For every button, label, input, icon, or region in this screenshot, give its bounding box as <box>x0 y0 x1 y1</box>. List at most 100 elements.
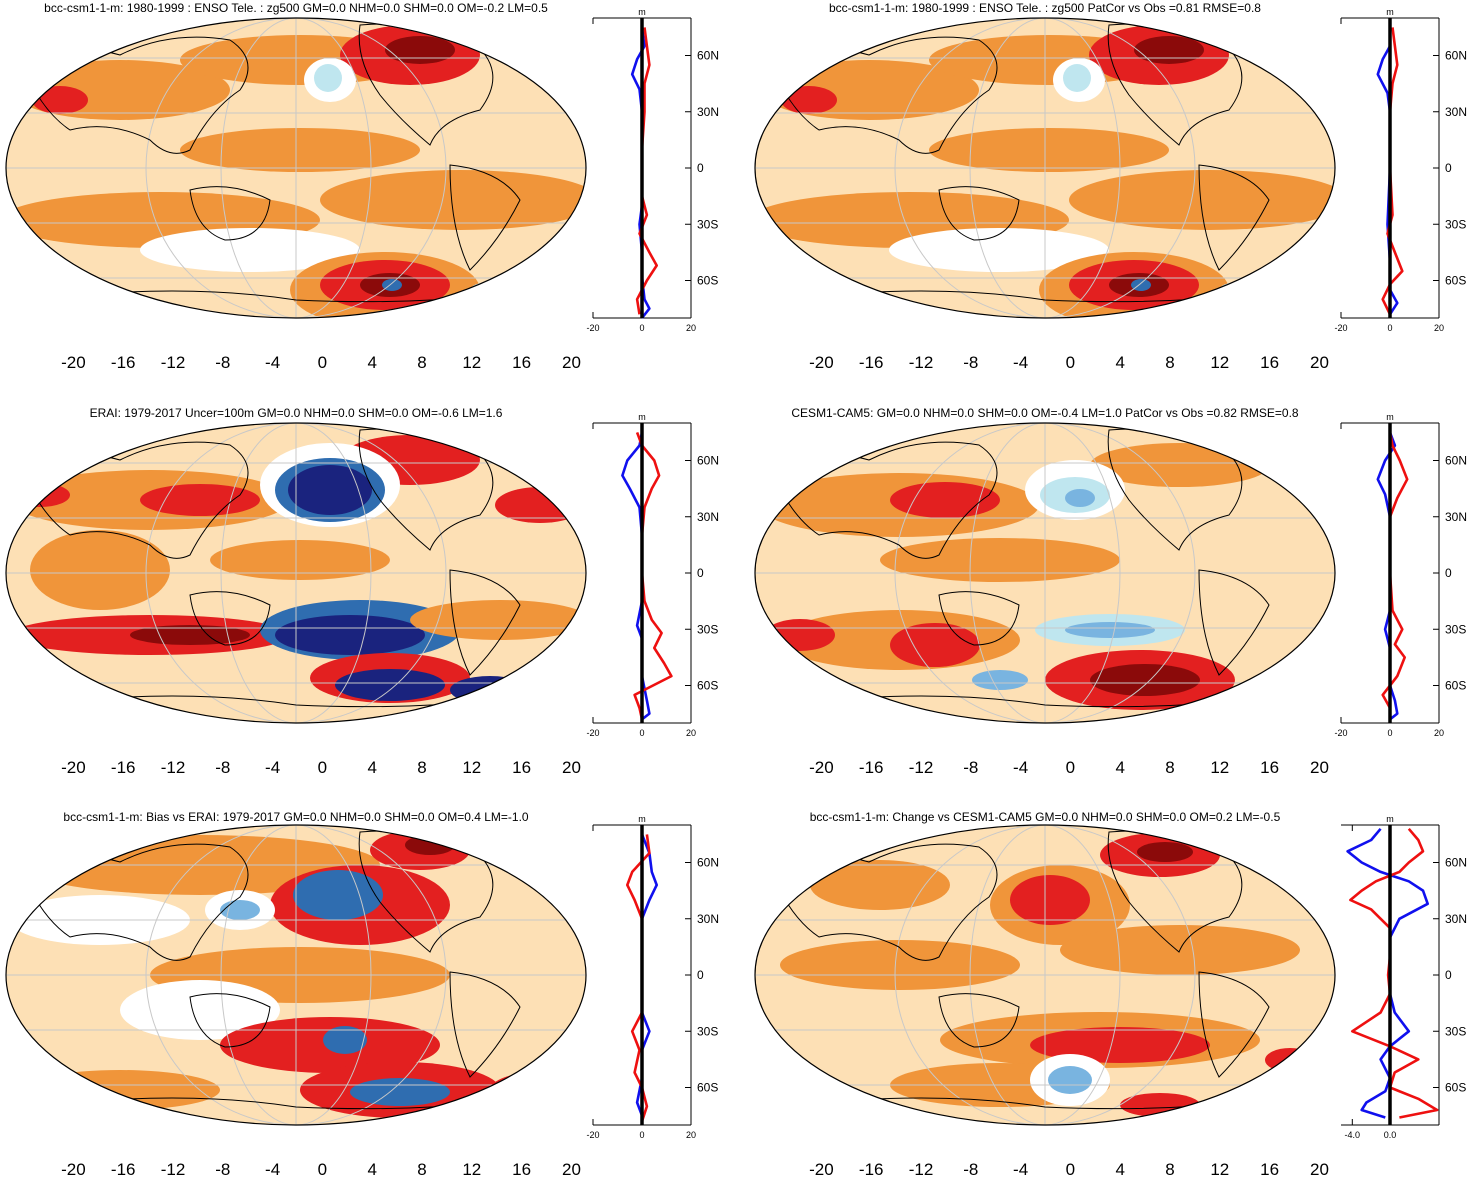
colorbar-tick-label: -12 <box>161 1160 186 1179</box>
graticule <box>969 825 1121 1125</box>
colorbar-tick-label: 16 <box>512 1160 531 1179</box>
colorbar-tick-label: 4 <box>367 353 376 372</box>
colorbar-tick-label: -4 <box>1013 758 1028 777</box>
profile-series-red <box>1349 827 1439 1119</box>
colorbar-tick-label: 20 <box>562 353 581 372</box>
graticule <box>894 18 1196 318</box>
map-border <box>5 824 587 1126</box>
continent-outline <box>189 993 271 1048</box>
colorbar-tick-label: 8 <box>417 1160 426 1179</box>
colorbar-tick-label: 4 <box>1115 1160 1124 1179</box>
colorbar-tick-label: -20 <box>809 1160 834 1179</box>
anomaly-blob <box>410 600 586 640</box>
colorbar-tick-label: 20 <box>562 758 581 777</box>
profile-x-tick-label: -4.0 <box>1345 1130 1361 1140</box>
anomaly-blob <box>1069 170 1335 230</box>
continent-outline <box>768 441 998 559</box>
continent-outline <box>768 36 998 154</box>
profile-lat-label: 60N <box>697 49 719 63</box>
panel-title: CESM1-CAM5: GM=0.0 NHM=0.0 SHM=0.0 OM=-0… <box>791 406 1299 420</box>
profile-unit-label: m <box>1386 412 1394 422</box>
panel-change-vs-cesm: bcc-csm1-1-m: Change vs CESM1-CAM5 GM=0.… <box>754 810 1467 1179</box>
graticule <box>894 825 1196 1125</box>
profile-series-blue <box>635 833 658 1122</box>
profile-lat-label: 30N <box>697 105 719 119</box>
anomaly-blob <box>470 282 510 298</box>
anomaly-blob <box>130 625 250 645</box>
panel-title: bcc-csm1-1-m: Change vs CESM1-CAM5 GM=0.… <box>810 810 1281 824</box>
colorbar-tick-label: -20 <box>61 1160 86 1179</box>
colorbar-tick-label: -4 <box>265 353 280 372</box>
colorbar-tick-label: 8 <box>417 353 426 372</box>
panel-bcc-model-vs-obs: bcc-csm1-1-m: 1980-1999 : ENSO Tele. : z… <box>754 1 1467 372</box>
colorbar-tick-label: 0 <box>1066 353 1075 372</box>
anomaly-blob <box>490 1072 586 1108</box>
colorbar-tick-label: 0 <box>318 353 327 372</box>
colorbar-tick-label: 16 <box>1260 353 1279 372</box>
colorbar-tick-label: 16 <box>1260 1160 1279 1179</box>
continent-outline <box>1198 569 1270 676</box>
profile-lat-label: 30S <box>1445 1024 1466 1038</box>
continent-outline <box>19 441 249 559</box>
anomaly-blob <box>1030 1027 1210 1063</box>
colorbar-tick-label: 12 <box>1210 353 1229 372</box>
map-border <box>754 422 1336 724</box>
profile-x-tick-label: 0 <box>639 1130 644 1140</box>
colorbar-tick-label: -16 <box>859 353 884 372</box>
profile-unit-label: m <box>1386 7 1394 17</box>
colorbar-tick-label: 4 <box>367 758 376 777</box>
colorbar-tick-label: 12 <box>462 353 481 372</box>
profile-lat-label: 60S <box>1445 1081 1466 1095</box>
panel-title: bcc-csm1-1-m: Bias vs ERAI: 1979-2017 GM… <box>63 810 529 824</box>
profile-lat-label: 0 <box>1445 968 1452 982</box>
profile-x-tick-label: 0 <box>1387 728 1392 738</box>
anomaly-blob <box>382 279 402 291</box>
map <box>755 825 1335 1125</box>
anomaly-blob <box>385 36 455 64</box>
continent-outline <box>449 164 521 271</box>
profile-x-tick-label: -20 <box>1334 728 1347 738</box>
colorbar-labels: -20 -16 -12 -8 -4 0 4 8 12 16 20 <box>809 1160 1329 1179</box>
profile-series-red <box>1381 27 1404 315</box>
profile-lat-label: 30N <box>1445 912 1467 926</box>
profile-lat-label: 0 <box>697 161 704 175</box>
map-border <box>754 824 1336 1126</box>
continent-outline <box>1198 164 1270 271</box>
anomaly-blob <box>288 465 372 515</box>
profile-lat-label: 60S <box>1445 274 1466 288</box>
map-border <box>754 17 1336 319</box>
profile-unit-label: m <box>638 412 646 422</box>
colorbar-tick-label: 0 <box>318 758 327 777</box>
anomaly-blob <box>1090 664 1200 696</box>
anomaly-blob <box>275 615 425 655</box>
profile-x-tick-label: 0 <box>639 323 644 333</box>
colorbar-tick-label: 20 <box>1310 1160 1329 1179</box>
profile-x-tick-label: 20 <box>1434 323 1444 333</box>
colorbar-tick-label: 20 <box>1310 353 1329 372</box>
profile-x-tick-label: 0.0 <box>1384 1130 1397 1140</box>
anomaly-blob <box>929 128 1169 172</box>
anomaly-blob <box>450 676 530 704</box>
profile-x-tick-label: 20 <box>1434 728 1444 738</box>
panel-title: bcc-csm1-1-m: 1980-1999 : ENSO Tele. : z… <box>44 1 548 15</box>
colorbar-tick-label: -12 <box>909 758 934 777</box>
profile-lat-label: 60S <box>697 679 718 693</box>
graticule <box>145 423 447 723</box>
graticule <box>145 18 447 318</box>
colorbar-labels: -20 -16 -12 -8 -4 0 4 8 12 16 20 <box>809 353 1329 372</box>
colorbar-tick-label: 16 <box>512 353 531 372</box>
anomaly-blob <box>30 530 170 610</box>
anomaly-blob <box>293 870 383 920</box>
graticule <box>220 825 372 1125</box>
profile-lat-label: 60N <box>697 454 719 468</box>
profile-lat-label: 30S <box>1445 217 1466 231</box>
profile-lat-label: 30N <box>697 912 719 926</box>
colorbar-tick-label: 0 <box>1066 758 1075 777</box>
panel-cesm-model: CESM1-CAM5: GM=0.0 NHM=0.0 SHM=0.0 OM=-0… <box>754 406 1467 777</box>
colorbar-tick-label: -4 <box>1013 1160 1028 1179</box>
colorbar-tick-label: -16 <box>111 758 136 777</box>
colorbar-tick-label: 16 <box>1260 758 1279 777</box>
panel-title: bcc-csm1-1-m: 1980-1999 : ENSO Tele. : z… <box>829 1 1261 15</box>
anomaly-blob <box>1048 1066 1092 1094</box>
map-border <box>5 422 587 724</box>
